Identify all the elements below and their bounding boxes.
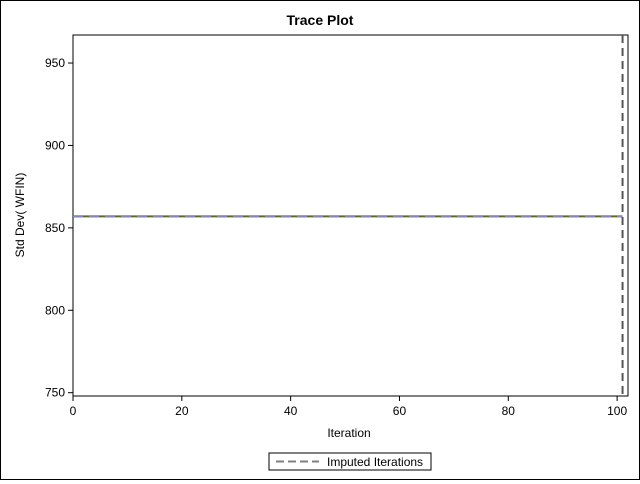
chart-title: Trace Plot (287, 12, 354, 28)
x-tick-label-3: 60 (393, 404, 407, 418)
x-axis-label: Iteration (327, 426, 370, 440)
x-tick-label-5: 100 (607, 404, 627, 418)
y-tick-label-4: 950 (45, 56, 65, 70)
y-tick-label-3: 900 (45, 138, 65, 152)
y-tick-label-1: 800 (45, 303, 65, 317)
legend-box (268, 452, 432, 471)
x-tick-label-4: 80 (502, 404, 516, 418)
legend-label-imputed-iterations: Imputed Iterations (327, 455, 423, 469)
plot-area (72, 34, 629, 397)
x-tick-label-2: 40 (284, 404, 298, 418)
x-tick-label-0: 0 (70, 404, 77, 418)
y-tick-label-0: 750 (45, 386, 65, 400)
y-axis: 750 800 850 900 950 (45, 56, 73, 400)
y-tick-label-2: 850 (45, 221, 65, 235)
x-tick-label-1: 20 (175, 404, 189, 418)
legend: Imputed Iterations (268, 452, 432, 471)
y-axis-label: Std Dev( WFIN) (13, 173, 27, 258)
x-axis: 0 20 40 60 80 100 (70, 396, 627, 418)
